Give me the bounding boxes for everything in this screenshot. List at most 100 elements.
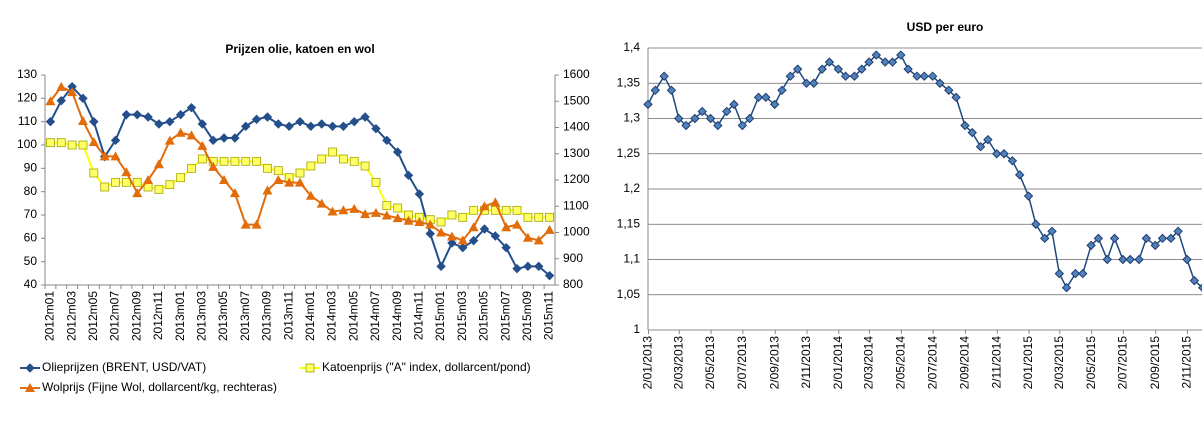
- marker: [1141, 233, 1152, 244]
- marker: [219, 133, 229, 143]
- x-tick-label: 2014m05: [346, 291, 360, 341]
- marker: [729, 99, 739, 110]
- marker: [316, 198, 327, 208]
- marker: [935, 78, 945, 88]
- marker: [769, 99, 780, 110]
- marker: [371, 123, 381, 134]
- x-tick-label: 2015m07: [498, 291, 512, 341]
- marker: [154, 119, 164, 129]
- marker: [240, 219, 251, 229]
- marker: [1157, 233, 1168, 244]
- marker: [153, 159, 164, 169]
- marker: [25, 363, 35, 373]
- x-tick-label: 2/05/2013: [703, 336, 717, 390]
- marker: [89, 116, 99, 127]
- x-tick-label: 2013m09: [260, 291, 274, 341]
- x-tick-label: 2012m09: [129, 291, 143, 341]
- marker: [67, 87, 78, 97]
- marker: [78, 140, 88, 150]
- chart-title: Prijzen olie, katoen en wol: [225, 42, 374, 56]
- marker: [512, 205, 522, 215]
- y-tick-label: 40: [24, 277, 38, 291]
- marker: [690, 113, 700, 124]
- marker: [919, 71, 929, 81]
- marker: [414, 189, 425, 199]
- marker: [490, 231, 501, 241]
- marker: [305, 363, 315, 373]
- marker: [284, 177, 295, 187]
- marker: [371, 177, 381, 187]
- y2-tick-label: 800: [563, 277, 583, 291]
- marker: [305, 190, 316, 200]
- x-tick-label: 2/07/2013: [735, 336, 749, 390]
- marker: [533, 235, 544, 245]
- marker: [512, 219, 523, 229]
- x-tick-label: 2015m05: [477, 291, 491, 341]
- x-tick-label: 2/09/2015: [1148, 336, 1162, 390]
- marker: [833, 64, 843, 74]
- y-tick-label: 60: [24, 231, 38, 245]
- x-tick-label: 2015m11: [542, 291, 556, 340]
- x-tick-label: 2014m03: [325, 291, 339, 341]
- marker: [896, 50, 906, 60]
- marker: [1173, 226, 1183, 237]
- marker: [393, 203, 403, 213]
- marker: [165, 180, 175, 190]
- x-tick-label: 2/01/2013: [641, 336, 655, 390]
- marker: [468, 222, 479, 232]
- y-tick-label: 50: [24, 254, 38, 268]
- marker: [370, 207, 381, 217]
- x-tick-label: 2/01/2014: [831, 336, 845, 390]
- x-tick-label: 2/03/2013: [671, 336, 685, 390]
- marker: [1134, 254, 1144, 265]
- y2-tick-label: 1200: [563, 172, 590, 186]
- marker: [273, 175, 284, 184]
- marker: [132, 177, 142, 187]
- marker: [349, 116, 359, 127]
- marker: [306, 121, 316, 132]
- marker: [880, 57, 890, 67]
- marker: [999, 149, 1009, 159]
- marker: [164, 135, 175, 145]
- marker: [777, 85, 787, 96]
- marker: [360, 112, 370, 122]
- marker: [951, 92, 961, 103]
- x-tick-label: 2012m11: [151, 291, 165, 340]
- chart-title: USD per euro: [907, 20, 984, 34]
- marker: [1031, 219, 1041, 229]
- marker: [436, 261, 446, 272]
- marker: [251, 219, 262, 229]
- marker: [186, 130, 197, 140]
- marker: [89, 168, 99, 178]
- marker: [1047, 226, 1057, 237]
- marker: [469, 205, 479, 215]
- marker: [824, 57, 835, 67]
- marker: [1007, 156, 1018, 166]
- marker: [753, 92, 764, 103]
- marker: [262, 112, 273, 122]
- marker: [425, 219, 436, 229]
- marker: [534, 261, 544, 272]
- x-tick-label: 2014m09: [390, 291, 404, 341]
- y-tick-label: 1,3: [623, 111, 640, 125]
- marker: [78, 93, 88, 104]
- marker: [761, 92, 771, 103]
- marker: [403, 170, 414, 181]
- marker: [840, 71, 851, 81]
- marker: [132, 188, 143, 198]
- marker: [25, 383, 35, 392]
- x-tick-label: 2012m05: [86, 291, 100, 341]
- marker: [360, 161, 370, 171]
- marker: [111, 177, 120, 187]
- x-tick-label: 2/11/2013: [799, 336, 813, 389]
- marker: [522, 232, 533, 242]
- marker: [414, 217, 425, 226]
- legend-label: Katoenprijs ("A" index, dollarcent/pond): [322, 360, 531, 374]
- marker: [801, 78, 812, 88]
- marker: [967, 127, 977, 138]
- marker: [512, 263, 522, 274]
- marker: [328, 147, 337, 157]
- marker: [121, 167, 132, 177]
- marker: [544, 270, 555, 281]
- marker: [77, 115, 88, 125]
